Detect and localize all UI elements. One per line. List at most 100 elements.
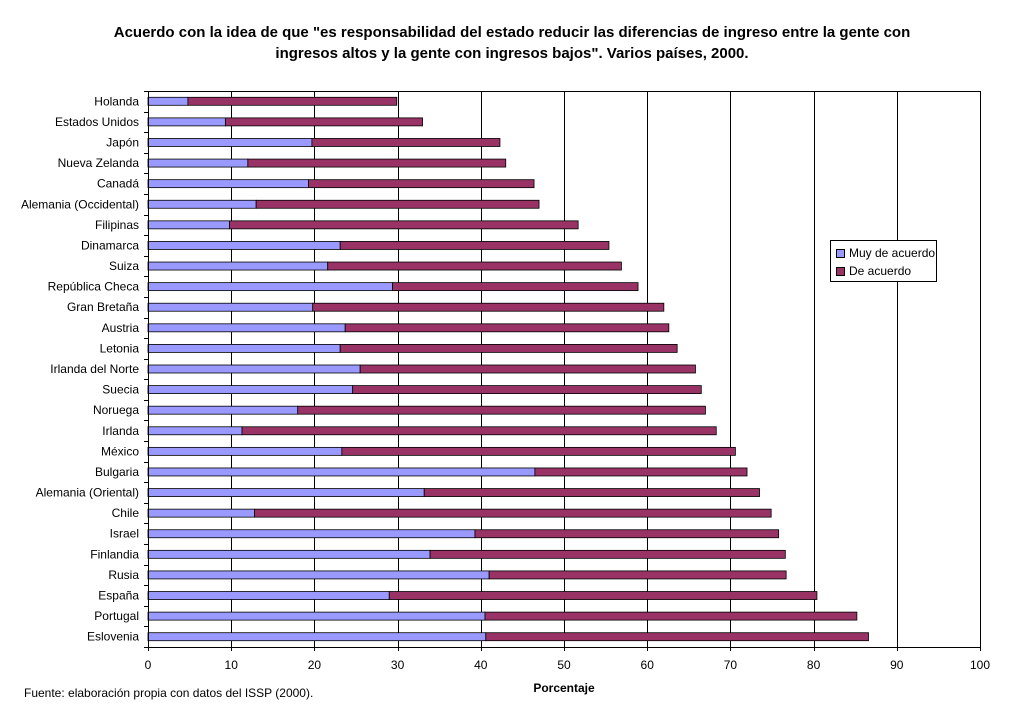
bar-muy-de-acuerdo: [147, 158, 249, 168]
bar-de-acuerdo: [224, 117, 423, 127]
bar-de-acuerdo: [241, 426, 717, 436]
x-axis-label: Porcentaje: [533, 681, 595, 695]
bar-de-acuerdo: [392, 282, 639, 292]
y-tick-label: Japón: [106, 135, 139, 149]
y-tick-label: Irlanda del Norte: [50, 362, 139, 376]
bar-muy-de-acuerdo: [147, 591, 390, 600]
legend-label-de-acuerdo: De acuerdo: [849, 264, 912, 278]
y-tick-label: Nueva Zelanda: [58, 156, 140, 170]
bar-muy-de-acuerdo: [147, 611, 486, 621]
bar-muy-de-acuerdo: [147, 344, 341, 353]
bar-muy-de-acuerdo: [147, 302, 314, 312]
bar-de-acuerdo: [341, 446, 736, 456]
bar-muy-de-acuerdo: [147, 199, 257, 209]
bar-muy-de-acuerdo: [147, 488, 425, 497]
bars: [147, 96, 869, 642]
bar-muy-de-acuerdo: [147, 179, 309, 189]
y-tick-label: República Checa: [48, 280, 140, 294]
chart-title-line-1: Acuerdo con la idea de que "es responsab…: [113, 24, 911, 41]
legend-swatch-de-acuerdo: [836, 266, 845, 276]
bar-muy-de-acuerdo: [147, 96, 189, 106]
bar-de-acuerdo: [344, 323, 670, 333]
y-tick-label: Chile: [112, 506, 140, 520]
chart-title: Acuerdo con la idea de que "es responsab…: [0, 22, 1024, 64]
bar-muy-de-acuerdo: [147, 138, 313, 147]
legend-item-muy-de-acuerdo: Muy de acuerdo: [836, 246, 935, 260]
chart-title-line-2: ingresos altos y la gente con ingresos b…: [275, 45, 749, 62]
bar-de-acuerdo: [352, 385, 702, 394]
y-tick-label: Austria: [102, 321, 140, 335]
bar-de-acuerdo: [255, 199, 540, 209]
y-tick-label: Estados Unidos: [55, 115, 139, 129]
bar-muy-de-acuerdo: [147, 405, 299, 415]
y-tick-label: Filipinas: [95, 218, 139, 232]
bar-muy-de-acuerdo: [147, 529, 476, 539]
y-tick-label: Israel: [110, 527, 139, 541]
y-tick-label: España: [98, 589, 139, 603]
bar-de-acuerdo: [327, 261, 622, 271]
x-tick-label: 50: [557, 658, 571, 672]
bar-de-acuerdo: [308, 179, 535, 189]
legend-item-de-acuerdo: De acuerdo: [836, 264, 911, 278]
bar-de-acuerdo: [429, 549, 786, 559]
x-tick-label: 30: [391, 658, 405, 672]
x-tick-label: 20: [308, 658, 322, 672]
bar-muy-de-acuerdo: [147, 364, 361, 374]
y-tick-label: Rusia: [108, 568, 139, 582]
bar-muy-de-acuerdo: [147, 632, 487, 642]
y-tick-labels: Holanda Estados Unidos Japón Nueva Zelanda C…: [21, 94, 139, 643]
bar-de-acuerdo: [229, 220, 579, 230]
bar-de-acuerdo: [423, 488, 760, 497]
bar-de-acuerdo: [339, 344, 678, 353]
y-tick-label: Noruega: [93, 403, 139, 417]
bar-de-acuerdo: [359, 364, 696, 374]
bar-de-acuerdo: [488, 570, 787, 580]
bar-de-acuerdo: [474, 529, 780, 539]
y-tick-label: México: [101, 444, 139, 458]
bar-muy-de-acuerdo: [147, 220, 230, 230]
bar-de-acuerdo: [247, 158, 507, 168]
bar-de-acuerdo: [254, 508, 772, 518]
x-tick-label: 80: [807, 658, 821, 672]
y-tick-label: Finlandia: [90, 547, 139, 561]
bar-de-acuerdo: [297, 405, 706, 415]
bar-muy-de-acuerdo: [147, 570, 490, 580]
legend: Muy de acuerdo De acuerdo: [830, 240, 937, 282]
y-tick-label: Canadá: [97, 177, 139, 191]
y-tick-label: Alemania (Oriental): [36, 486, 139, 500]
legend-swatch-muy-de-acuerdo: [836, 248, 845, 258]
source-note: Fuente: elaboración propia con datos del…: [24, 686, 314, 700]
bar-muy-de-acuerdo: [147, 261, 329, 271]
bar-muy-de-acuerdo: [147, 282, 394, 292]
axes: [144, 91, 981, 651]
bar-muy-de-acuerdo: [147, 426, 243, 436]
bar-de-acuerdo: [484, 611, 858, 621]
bar-de-acuerdo: [311, 138, 501, 147]
bar-muy-de-acuerdo: [147, 385, 354, 394]
x-tick-label: 60: [641, 658, 655, 672]
y-tick-label: Letonia: [100, 341, 140, 355]
bar-muy-de-acuerdo: [147, 549, 431, 559]
y-tick-label: Irlanda: [102, 424, 139, 438]
bar-muy-de-acuerdo: [147, 446, 343, 456]
bar-de-acuerdo: [388, 591, 818, 600]
x-tick-label: 40: [474, 658, 488, 672]
x-tick-label: 90: [890, 658, 904, 672]
x-tick-label: 100: [970, 658, 990, 672]
bar-de-acuerdo: [187, 96, 398, 106]
bar-de-acuerdo: [339, 241, 610, 250]
x-tick-label: 70: [724, 658, 738, 672]
bar-de-acuerdo: [312, 302, 665, 312]
x-tick-label: 10: [225, 658, 239, 672]
bar-de-acuerdo: [534, 467, 748, 477]
y-tick-label: Dinamarca: [81, 238, 139, 252]
bar-muy-de-acuerdo: [147, 241, 341, 250]
y-tick-label: Gran Bretaña: [67, 300, 139, 314]
bar-muy-de-acuerdo: [147, 117, 226, 127]
legend-label-muy-de-acuerdo: Muy de acuerdo: [849, 246, 936, 260]
bar-muy-de-acuerdo: [147, 323, 346, 333]
y-tick-label: Portugal: [94, 609, 139, 623]
y-tick-label: Suecia: [102, 383, 139, 397]
y-tick-label: Eslovenia: [87, 630, 139, 644]
bar-de-acuerdo: [485, 632, 869, 642]
